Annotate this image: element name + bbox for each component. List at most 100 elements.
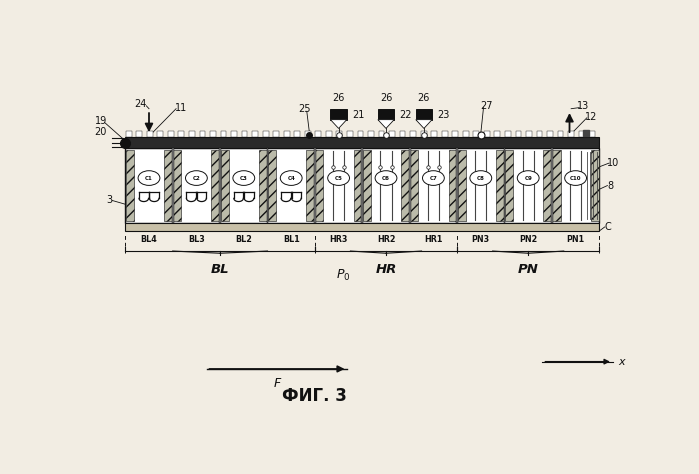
Circle shape [138,171,160,185]
Text: 13: 13 [577,101,589,111]
Bar [273,131,279,137]
Bar [449,150,456,221]
Text: 27: 27 [480,101,493,111]
Bar [294,131,300,137]
Bar [494,131,500,137]
Text: $P_0$: $P_0$ [336,268,351,283]
Bar [126,131,131,137]
Circle shape [470,171,491,185]
Text: BL4: BL4 [140,236,157,245]
Bar [314,148,316,223]
Bar [347,131,353,137]
Circle shape [185,171,208,185]
Bar [147,131,152,137]
Text: PN2: PN2 [519,236,538,245]
Bar [263,131,268,137]
Bar [164,150,172,221]
Bar [579,131,584,137]
Bar [259,150,267,221]
Text: HR3: HR3 [329,236,348,245]
Text: 8: 8 [607,181,613,191]
Bar [505,150,513,221]
Bar [354,150,362,221]
Bar [199,131,206,137]
Bar [136,131,142,137]
Bar [363,150,371,221]
Text: C: C [604,222,611,232]
Text: 26: 26 [380,93,392,103]
Bar [589,131,595,137]
Text: F: F [273,377,280,390]
Text: C7: C7 [429,175,438,181]
Text: C6: C6 [382,175,390,181]
Text: HR1: HR1 [424,236,442,245]
Text: C10: C10 [570,175,582,181]
Bar [126,150,134,221]
Bar [125,148,599,223]
Bar [410,150,418,221]
Text: C8: C8 [477,175,484,181]
Bar [458,150,466,221]
Bar [543,150,552,221]
Text: C5: C5 [335,175,343,181]
Text: BL2: BL2 [236,236,252,245]
Bar [463,131,469,137]
Text: C9: C9 [524,175,532,181]
Bar [336,131,343,137]
Text: C2: C2 [192,175,201,181]
Bar [400,131,405,137]
Bar [306,150,315,221]
Bar [505,131,511,137]
Bar [552,150,561,221]
Text: 11: 11 [175,102,187,113]
Bar [173,150,181,221]
Bar [568,131,574,137]
Bar [389,131,395,137]
Bar [473,131,480,137]
Circle shape [422,171,445,185]
Polygon shape [331,119,347,128]
Bar [210,131,216,137]
Polygon shape [378,119,394,128]
Polygon shape [416,119,432,128]
Text: 12: 12 [585,112,598,122]
Text: BL3: BL3 [188,236,205,245]
Text: x: x [618,356,625,366]
Bar [452,131,458,137]
Bar [168,131,174,137]
Circle shape [517,171,539,185]
Bar [526,131,532,137]
Circle shape [233,171,254,185]
Text: 25: 25 [298,104,310,114]
Circle shape [280,171,302,185]
Bar [267,148,268,223]
Bar [315,150,324,221]
Bar [242,131,247,137]
Bar [125,223,599,231]
Bar [221,150,229,221]
Bar [504,148,505,223]
Bar [252,131,258,137]
Bar [221,131,226,137]
Text: ФИГ. 3: ФИГ. 3 [282,387,347,405]
Bar [484,131,490,137]
Bar [284,131,289,137]
Bar [410,131,416,137]
Bar [358,131,363,137]
Bar [547,131,553,137]
Text: 24: 24 [135,99,147,109]
Circle shape [328,171,350,185]
Bar [431,131,437,137]
Bar [326,131,332,137]
Bar [591,150,599,221]
Text: 19: 19 [95,116,107,126]
Bar [361,148,363,223]
Text: 3: 3 [106,195,112,206]
Bar [551,148,553,223]
Bar [178,131,185,137]
Text: 21: 21 [352,109,364,119]
Bar [496,150,504,221]
Bar [516,131,521,137]
Bar [409,148,410,223]
Bar [157,131,164,137]
